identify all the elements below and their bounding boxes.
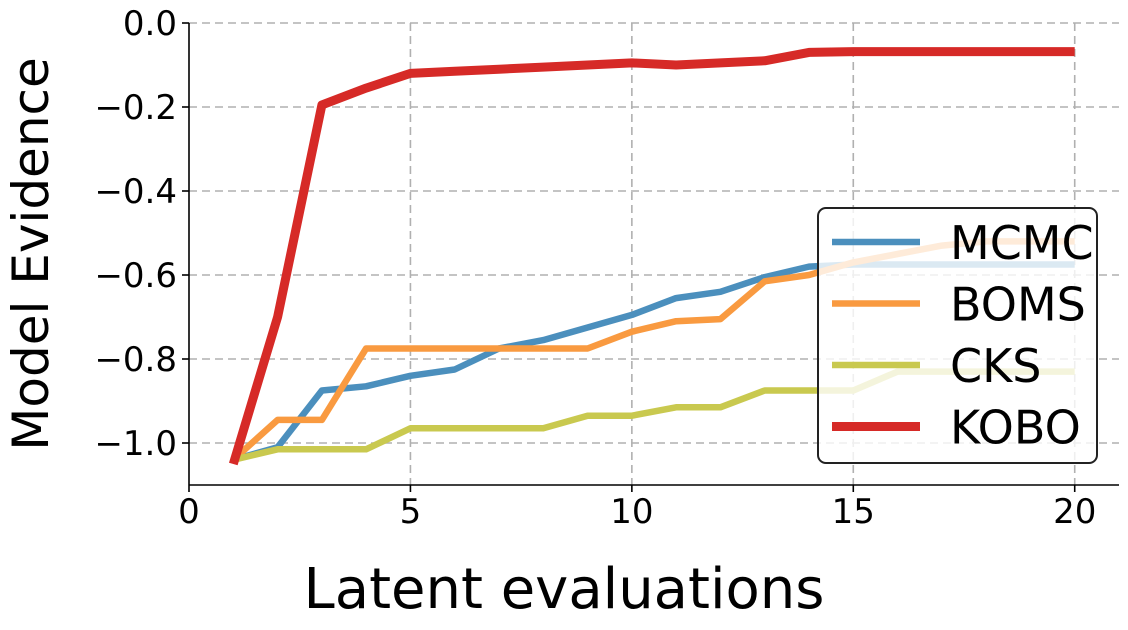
legend-label-cks: CKS bbox=[950, 339, 1041, 393]
x-tick-label: 20 bbox=[1053, 492, 1096, 532]
y-tick-label: −0.2 bbox=[94, 88, 177, 128]
x-tick-label: 5 bbox=[400, 492, 422, 532]
series-line-kobo bbox=[228, 47, 1075, 466]
legend-label-kobo: KOBO bbox=[950, 401, 1081, 455]
x-axis-title: Latent evaluations bbox=[304, 557, 825, 622]
legend: MCMC BOMS CKS KOBO bbox=[817, 207, 1098, 464]
y-tick-label: −0.8 bbox=[94, 340, 177, 380]
y-tick-label: −1.0 bbox=[94, 424, 177, 464]
x-tick-label: 0 bbox=[178, 492, 200, 532]
y-tick-label: −0.4 bbox=[94, 172, 177, 212]
legend-label-boms: BOMS bbox=[950, 278, 1086, 332]
legend-label-mcmc: MCMC bbox=[950, 216, 1094, 270]
x-tick-label: 15 bbox=[832, 492, 875, 532]
x-tick-label: 10 bbox=[610, 492, 653, 532]
axes: 0 5 10 15 20 0.0 −0.2 −0.4 −0.6 −0.8 −1.0 bbox=[94, 4, 1119, 532]
legend-box bbox=[817, 207, 1098, 464]
y-tick-label: 0.0 bbox=[123, 4, 177, 44]
y-axis-title: Model Evidence bbox=[2, 57, 60, 451]
y-tick-label: −0.6 bbox=[94, 256, 177, 296]
